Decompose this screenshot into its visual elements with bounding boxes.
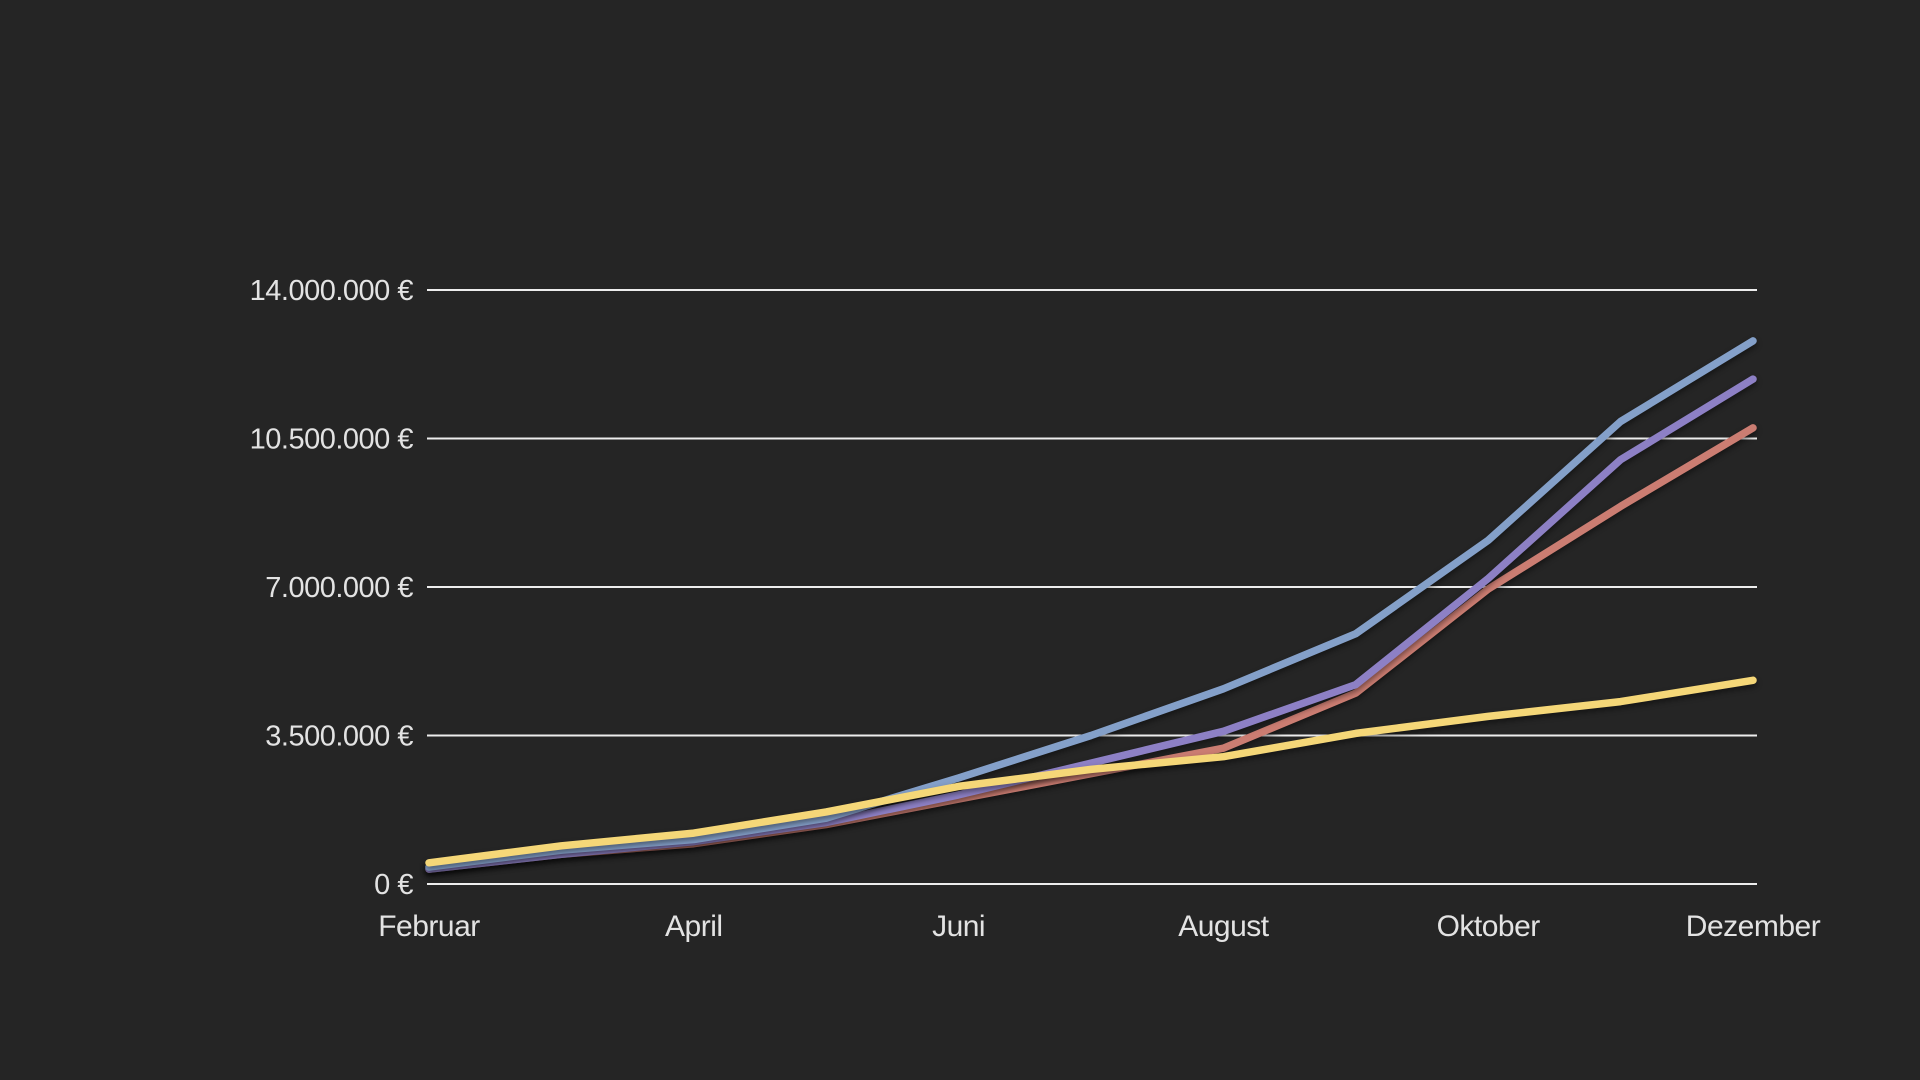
x-axis-tick-label: Oktober <box>1437 910 1541 943</box>
series-layer <box>425 337 1757 873</box>
x-axis-tick-label: Dezember <box>1686 910 1821 943</box>
y-axis-tick-label: 7.000.000 € <box>265 572 413 604</box>
series-line-red-series <box>425 424 1757 873</box>
y-axis-tick-label: 14.000.000 € <box>250 275 414 307</box>
y-axis-tick-label: 0 € <box>374 869 413 901</box>
series-line-blue-series <box>425 337 1757 871</box>
axis-labels-layer: 0 € 3.500.000 € 7.000.000 € 10.500.000 € 14.… <box>250 275 1822 943</box>
x-axis-tick-label: Juni <box>932 910 985 943</box>
series-line-purple-series <box>425 375 1757 873</box>
x-axis-tick-label: August <box>1178 910 1270 943</box>
x-axis-tick-label: April <box>665 910 723 943</box>
gridlines-layer <box>427 289 1757 885</box>
x-axis-tick-label: Februar <box>378 910 480 943</box>
y-axis-tick-label: 3.500.000 € <box>265 721 413 753</box>
y-axis-tick-label: 10.500.000 € <box>250 424 414 456</box>
series-line-yellow-series <box>425 676 1757 867</box>
